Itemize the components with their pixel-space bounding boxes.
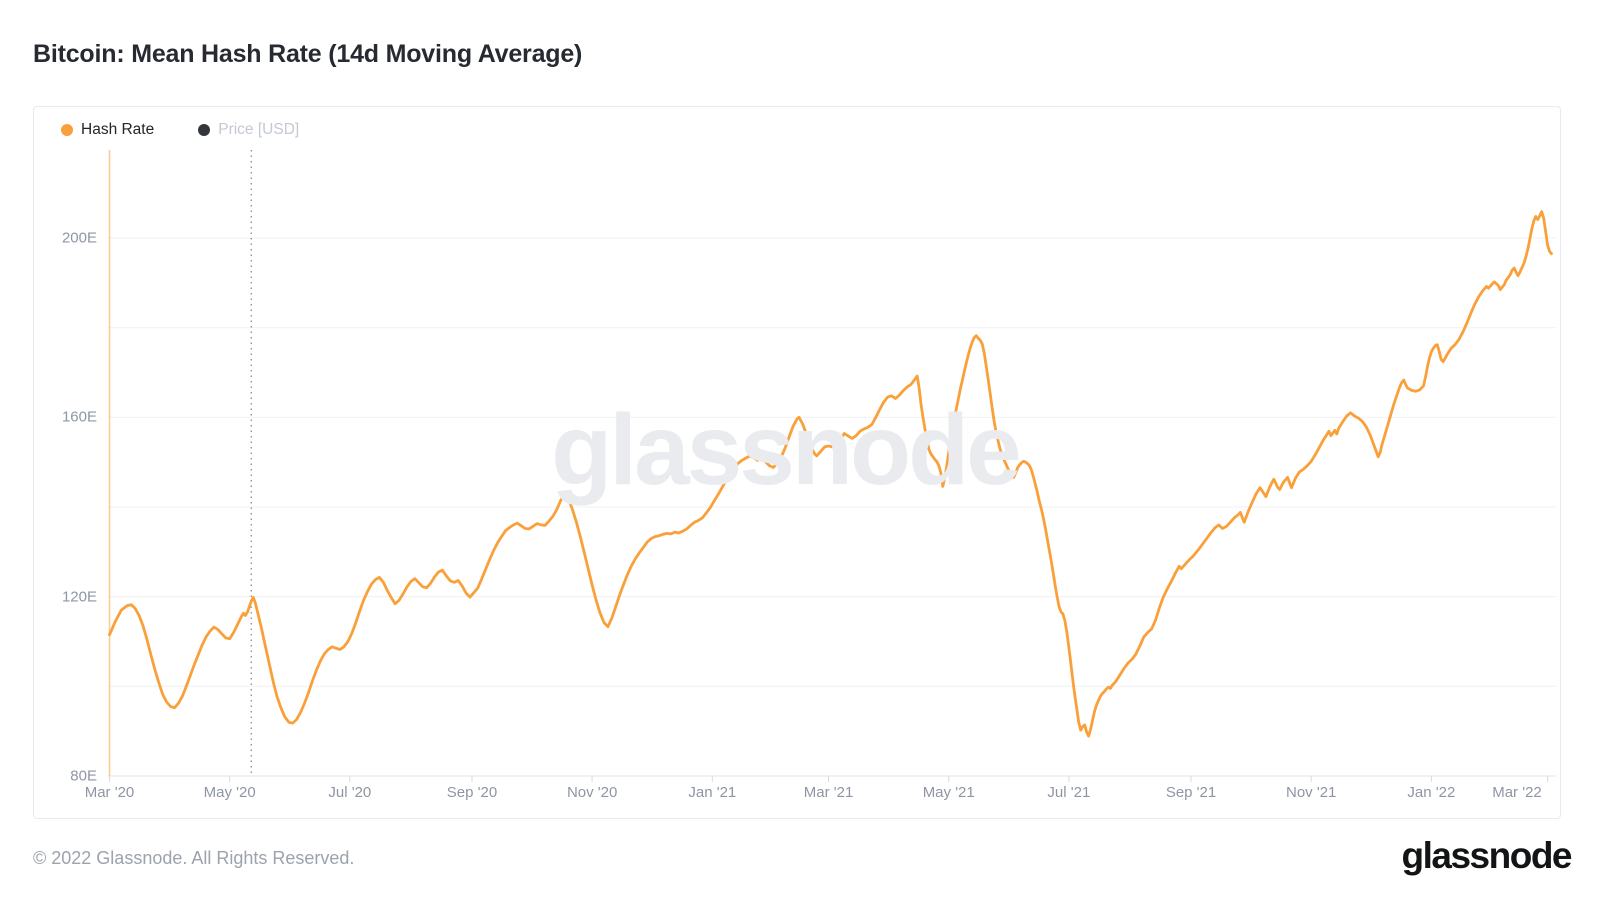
- page-title: Bitcoin: Mean Hash Rate (14d Moving Aver…: [33, 40, 583, 68]
- copyright-text: © 2022 Glassnode. All Rights Reserved.: [33, 848, 355, 868]
- legend-item-price-usd[interactable]: Price [USD]: [198, 121, 299, 139]
- legend-label: Price [USD]: [218, 121, 300, 138]
- x-tick-label-11: Nov '21: [1285, 784, 1337, 801]
- x-tick-label-13: Mar '22: [1492, 784, 1542, 801]
- x-tick-label-8: May '21: [922, 784, 975, 801]
- chart-card: [33, 106, 1561, 819]
- y-tick-label-80E: 80E: [70, 767, 97, 785]
- x-tick-label-2: May '20: [203, 784, 256, 801]
- legend-label: Hash Rate: [81, 121, 155, 138]
- legend-dot: [198, 124, 211, 136]
- x-tick-label-9: Jul '21: [1047, 784, 1091, 801]
- x-tick-label-4: Sep '20: [446, 784, 498, 801]
- hash-rate-series-line[interactable]: [108, 210, 1553, 738]
- x-tick-label-10: Sep '21: [1165, 784, 1217, 801]
- x-tick-label-5: Nov '20: [566, 784, 618, 801]
- x-tick-label-1: Mar '20: [84, 784, 135, 801]
- x-tick-label-3: Jul '20: [328, 784, 372, 801]
- x-tick-label-6: Jan '21: [688, 784, 737, 801]
- x-tick-label-7: Mar '21: [803, 784, 854, 801]
- y-tick-label-120E: 120E: [61, 588, 97, 606]
- y-tick-label-200E: 200E: [61, 229, 97, 247]
- legend-dot: [61, 124, 73, 136]
- x-tick-label-12: Jan '22: [1407, 784, 1456, 801]
- y-tick-label-160E: 160E: [61, 408, 97, 426]
- glassnode-logo: glassnode: [1401, 835, 1573, 876]
- legend: Hash Rate Price [USD]: [61, 121, 299, 139]
- legend-item-hash-rate[interactable]: Hash Rate: [61, 121, 154, 139]
